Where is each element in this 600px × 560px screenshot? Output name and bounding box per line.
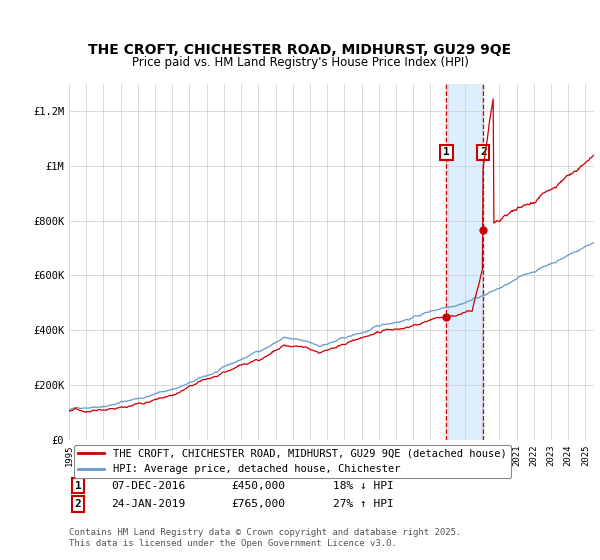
Bar xyxy=(446,84,484,440)
Text: 1: 1 xyxy=(74,480,82,491)
Text: 2: 2 xyxy=(74,499,82,509)
Text: 18% ↓ HPI: 18% ↓ HPI xyxy=(333,480,394,491)
Text: 1: 1 xyxy=(443,147,450,157)
Text: 24-JAN-2019: 24-JAN-2019 xyxy=(111,499,185,509)
Text: THE CROFT, CHICHESTER ROAD, MIDHURST, GU29 9QE: THE CROFT, CHICHESTER ROAD, MIDHURST, GU… xyxy=(88,43,512,57)
Text: Contains HM Land Registry data © Crown copyright and database right 2025.
This d: Contains HM Land Registry data © Crown c… xyxy=(69,528,461,548)
Text: £450,000: £450,000 xyxy=(231,480,285,491)
Text: 2: 2 xyxy=(480,147,487,157)
Text: £765,000: £765,000 xyxy=(231,499,285,509)
Legend: THE CROFT, CHICHESTER ROAD, MIDHURST, GU29 9QE (detached house), HPI: Average pr: THE CROFT, CHICHESTER ROAD, MIDHURST, GU… xyxy=(74,445,511,478)
Text: 07-DEC-2016: 07-DEC-2016 xyxy=(111,480,185,491)
Text: Price paid vs. HM Land Registry's House Price Index (HPI): Price paid vs. HM Land Registry's House … xyxy=(131,56,469,69)
Text: 27% ↑ HPI: 27% ↑ HPI xyxy=(333,499,394,509)
